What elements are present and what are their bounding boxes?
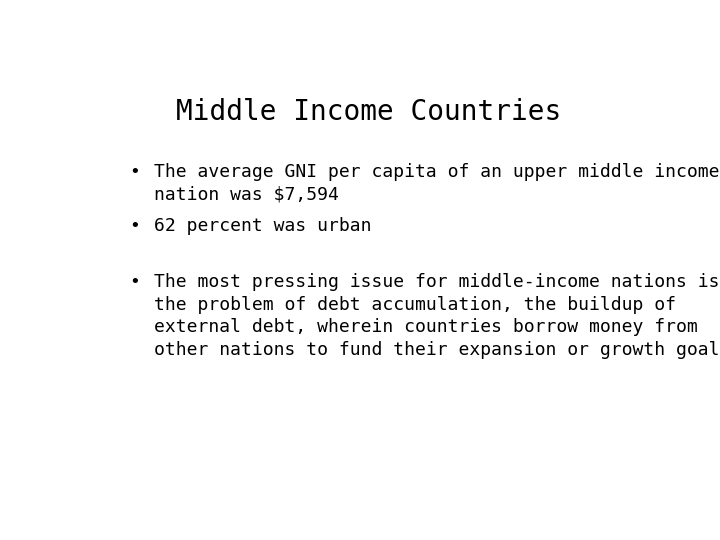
Text: •: •	[129, 217, 140, 234]
Text: •: •	[129, 163, 140, 180]
Text: Middle Income Countries: Middle Income Countries	[176, 98, 562, 126]
Text: •: •	[129, 273, 140, 291]
Text: The most pressing issue for middle-income nations is
the problem of debt accumul: The most pressing issue for middle-incom…	[154, 273, 720, 360]
Text: 62 percent was urban: 62 percent was urban	[154, 217, 372, 234]
Text: The average GNI per capita of an upper middle income
nation was $7,594: The average GNI per capita of an upper m…	[154, 163, 720, 204]
